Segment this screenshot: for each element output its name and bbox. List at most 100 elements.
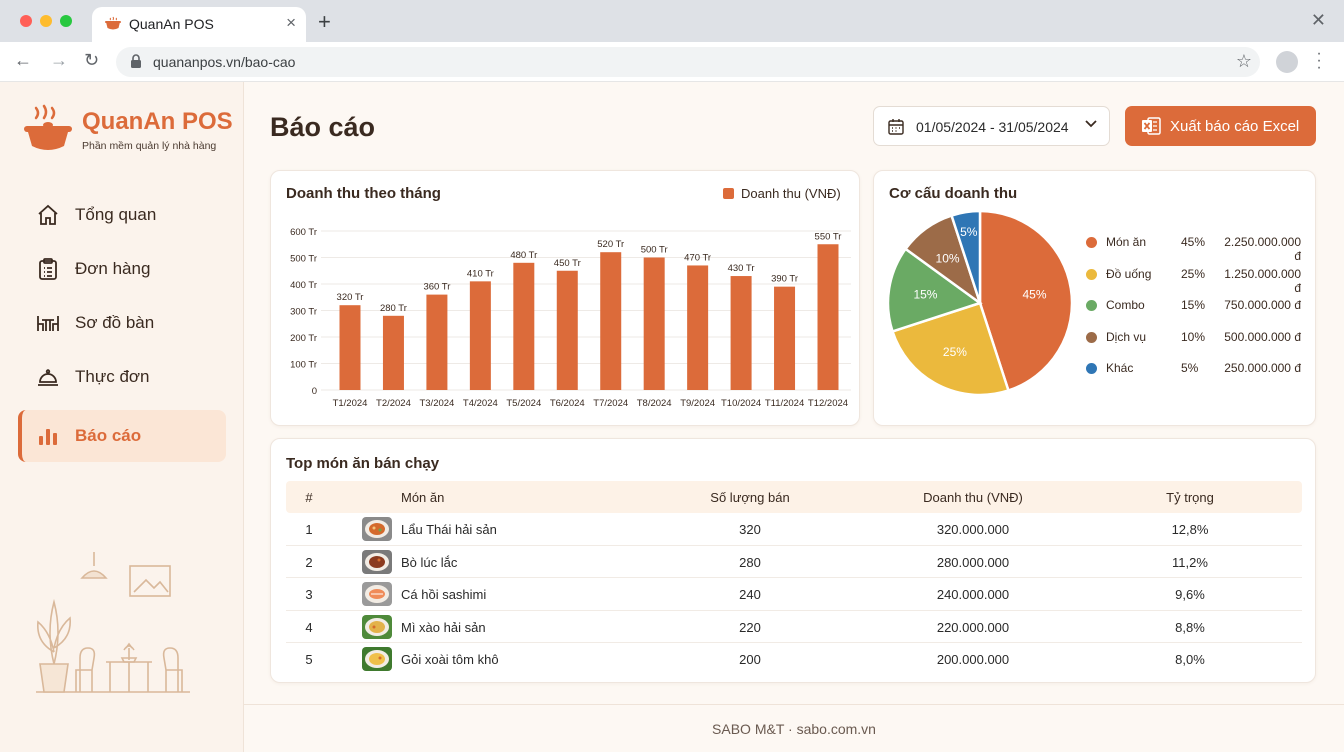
dish-qty: 240 <box>739 587 761 602</box>
dish-thumbnail <box>362 647 392 671</box>
legend-amount: 1.250.000.000 đ <box>1224 266 1301 295</box>
date-range-picker[interactable]: 01/05/2024 - 31/05/2024 <box>873 106 1110 146</box>
revenue-breakdown-chart: 45% 25% 15% 10%5% <box>886 209 1074 397</box>
monthly-revenue-card: Doanh thu theo tháng Doanh thu (VNĐ) 0 10… <box>270 170 860 426</box>
forward-icon[interactable]: → <box>50 50 68 70</box>
dish-share: 11,2% <box>1172 554 1208 570</box>
address-bar[interactable]: quananpos.vn/bao-cao ☆ <box>116 47 1260 77</box>
sidebar-item-orders[interactable]: Đơn hàng <box>18 243 226 295</box>
bar-value-label: 410 Tr <box>467 268 494 279</box>
pie-slice-label: 5% <box>960 225 978 239</box>
brand-tagline: Phần mềm quản lý nhà hàng <box>82 140 217 152</box>
window-minimize-dot[interactable] <box>40 15 52 27</box>
bar-value-label: 550 Tr <box>815 231 842 242</box>
page-title: Báo cáo <box>270 112 376 142</box>
bar <box>556 270 578 390</box>
browser-toolbar: ← → ↻ quananpos.vn/bao-cao ☆ · · · <box>0 42 1344 82</box>
dish-name: Lẩu Thái hải sản <box>401 522 497 537</box>
browser-tab[interactable]: QuanAn POS × <box>92 7 306 42</box>
legend-category: Dịch vụ <box>1106 329 1147 344</box>
window-maximize-dot[interactable] <box>60 15 72 27</box>
table-row[interactable]: 4 Mì xào hải sản 220 220.000.000 8,8% <box>286 611 1302 643</box>
dish-thumbnail <box>362 517 392 541</box>
window-close-dot[interactable] <box>20 15 32 27</box>
bar <box>687 265 709 390</box>
revenue-breakdown-card: Cơ cấu doanh thu 45% 25% 15% 10% 5% Món ăn 45… <box>873 170 1316 426</box>
sidebar-item-menu[interactable]: Thực đơn <box>18 351 226 403</box>
sidebar-item-reports[interactable]: Báo cáo <box>18 410 226 462</box>
legend-label: Doanh thu (VNĐ) <box>741 186 841 201</box>
bar <box>774 286 796 390</box>
bar-value-label: 500 Tr <box>641 245 668 256</box>
legend-amount: 250.000.000 đ <box>1224 361 1301 375</box>
x-tick-label: T1/2024 <box>333 398 368 409</box>
monthly-revenue-title: Doanh thu theo tháng <box>286 185 441 202</box>
new-tab-icon[interactable]: + <box>318 9 331 34</box>
dish-qty: 280 <box>739 554 761 570</box>
reload-icon[interactable]: ↻ <box>84 50 100 70</box>
cloche-icon <box>38 369 58 386</box>
sidebar-item-label: Sơ đồ bàn <box>75 313 155 332</box>
bar-value-label: 360 Tr <box>423 282 450 293</box>
close-window-icon[interactable]: ✕ <box>1310 10 1326 30</box>
x-tick-label: T8/2024 <box>637 398 672 409</box>
pie-legend-item: Khác 5% 250.000.000 đ <box>1086 360 1306 378</box>
sidebar-item-label: Thực đơn <box>75 367 150 386</box>
table-row[interactable]: 5 Gỏi xoài tôm khô 200 200.000.000 8,0% <box>286 643 1302 676</box>
pot-icon <box>105 16 121 30</box>
pie-legend-item: Combo 15% 750.000.000 đ <box>1086 297 1306 315</box>
legend-category: Khác <box>1106 361 1134 375</box>
bar-value-label: 430 Tr <box>728 263 755 274</box>
legend-dot <box>1086 300 1097 311</box>
export-excel-button[interactable]: Xuất báo cáo Excel <box>1125 106 1316 146</box>
sidebar-item-label: Báo cáo <box>75 426 142 445</box>
x-tick-label: T10/2024 <box>721 398 761 409</box>
profile-avatar-icon[interactable] <box>1276 51 1298 73</box>
bar-value-label: 480 Tr <box>510 250 537 261</box>
y-tick-label: 0 <box>312 386 317 397</box>
home-icon <box>38 204 58 225</box>
revenue-breakdown-title: Cơ cấu doanh thu <box>889 185 1018 202</box>
legend-percent: 15% <box>1181 298 1206 312</box>
x-tick-label: T12/2024 <box>808 398 848 409</box>
footer-text: SABO M&T · sabo.com.vn <box>712 721 876 737</box>
sidebar-item-label: Tổng quan <box>75 205 157 224</box>
x-tick-label: T3/2024 <box>419 398 454 409</box>
header-dish: Món ăn <box>401 490 445 505</box>
dish-name: Bò lúc lắc <box>401 554 458 570</box>
bar <box>426 294 448 390</box>
table-row[interactable]: 2 Bò lúc lắc 280 280.000.000 11,2% <box>286 546 1302 578</box>
bar <box>730 276 752 390</box>
legend-amount: 500.000.000 đ <box>1224 329 1301 344</box>
back-icon[interactable]: ← <box>14 50 32 70</box>
browser-menu-icon[interactable]: · · · <box>1316 45 1322 76</box>
legend-swatch <box>723 188 734 199</box>
bar <box>600 252 622 390</box>
pie-legend-item: Đồ uống 25% 1.250.000.000 đ <box>1086 266 1306 295</box>
dish-qty: 320 <box>739 522 761 537</box>
table-row[interactable]: 3 Cá hồi sashimi 240 240.000.000 9,6% <box>286 578 1302 611</box>
sidebar-item-overview[interactable]: Tổng quan <box>18 189 226 241</box>
top-dishes-title: Top món ăn bán chạy <box>286 455 440 472</box>
pie-slice-label: 10% <box>936 251 960 265</box>
dish-name: Gỏi xoài tôm khô <box>401 652 499 667</box>
bookmark-star-icon[interactable]: ☆ <box>1235 51 1252 71</box>
bar <box>513 262 535 390</box>
excel-icon <box>1142 117 1161 135</box>
dish-qty: 200 <box>739 652 761 667</box>
bar-value-label: 520 Tr <box>597 239 624 250</box>
sidebar-item-table-map[interactable]: Sơ đồ bàn <box>18 297 226 349</box>
legend-dot <box>1086 268 1097 280</box>
date-range-value: 01/05/2024 - 31/05/2024 <box>916 119 1069 135</box>
legend-percent: 10% <box>1181 329 1206 344</box>
dish-name: Mì xào hải sản <box>401 619 486 635</box>
x-tick-label: T7/2024 <box>593 398 628 409</box>
tab-close-icon[interactable]: × <box>286 13 296 32</box>
bar-value-label: 280 Tr <box>380 303 407 314</box>
header-qty: Số lượng bán <box>710 490 790 505</box>
y-tick-label: 600 Tr <box>290 227 317 238</box>
table-row[interactable]: 1 Lẩu Thái hải sản 320 320.000.000 12,8% <box>286 513 1302 546</box>
x-tick-label: T5/2024 <box>506 398 541 409</box>
app-root: QuanAn POS Phần mềm quản lý nhà hàng Tổn… <box>0 82 1344 752</box>
legend-category: Đồ uống <box>1106 266 1152 281</box>
